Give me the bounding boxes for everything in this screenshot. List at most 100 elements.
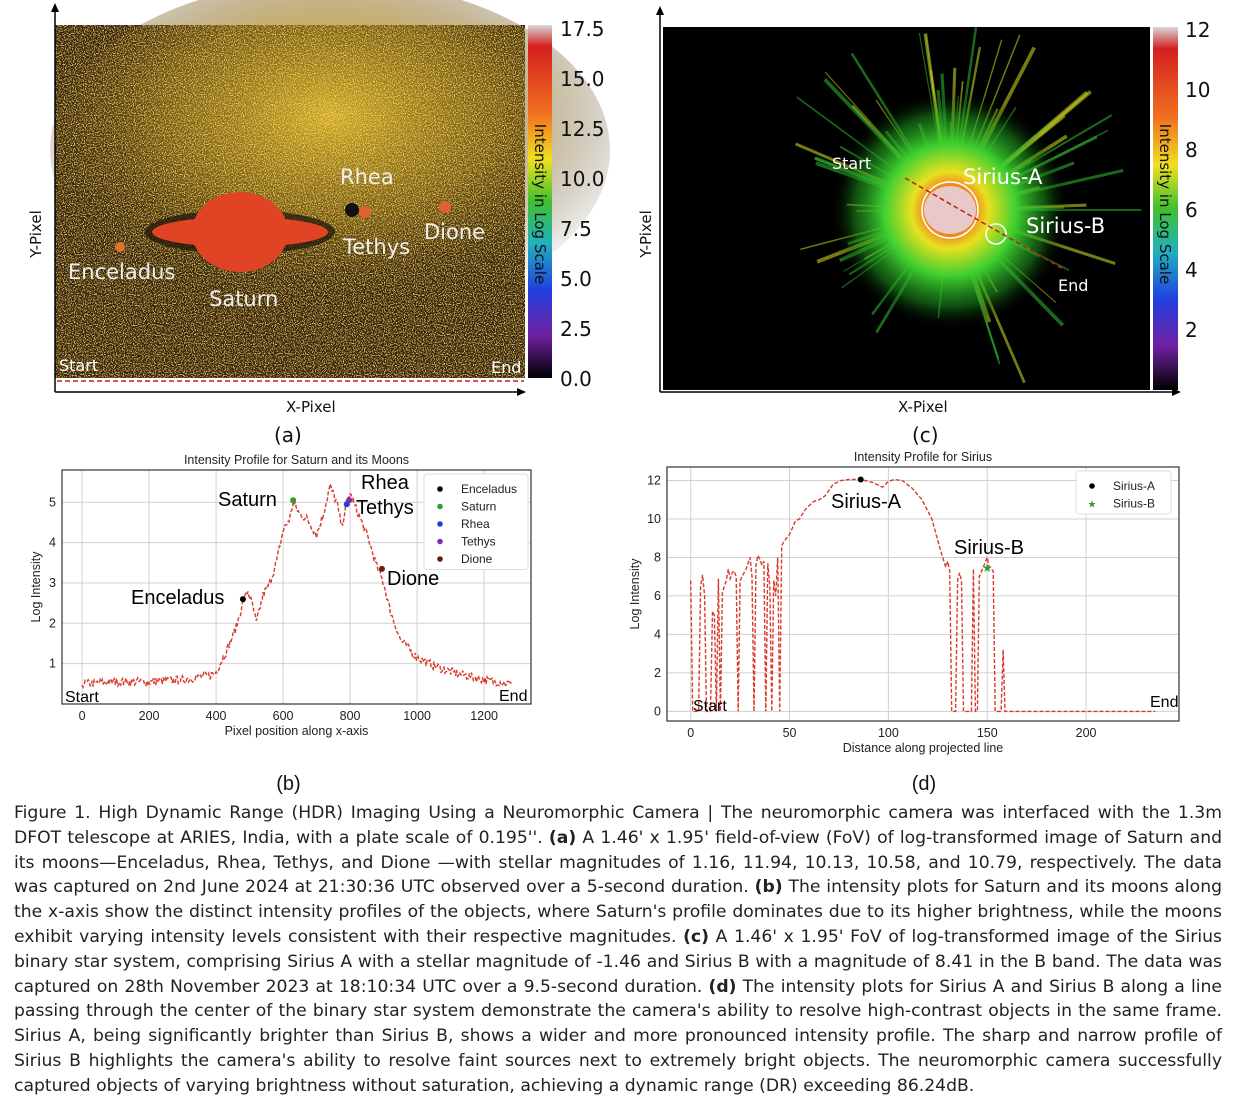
legend-label: Saturn — [461, 500, 496, 514]
label-end: End — [491, 358, 522, 377]
legend-label: Sirius-A — [1113, 479, 1155, 493]
annotation-dione: Dione — [387, 568, 439, 590]
legend-label: Tethys — [461, 535, 496, 549]
panel-c-image — [656, 6, 1181, 396]
legend-label: Enceladus — [461, 482, 517, 496]
chart-title: Intensity Profile for Saturn and its Moo… — [184, 453, 409, 467]
legend-marker — [437, 556, 443, 562]
plot-frame — [666, 466, 1180, 722]
marker-tethys — [346, 497, 353, 504]
x-tick-label: 200 — [139, 709, 160, 723]
x-tick-label: 400 — [206, 709, 227, 723]
x-tick-label: 0 — [687, 726, 694, 740]
annotation-end: End — [1150, 694, 1178, 711]
annotation-enceladus: Enceladus — [131, 587, 224, 609]
x-tick-label: 150 — [977, 726, 998, 740]
legend-marker — [437, 503, 443, 510]
colorbar-tick: 2 — [1185, 318, 1198, 342]
marker-sirius-a — [857, 476, 864, 483]
x-tick-label: 0 — [79, 709, 86, 723]
caption-text: Figure 1. High Dynamic Range (HDR) Imagi… — [14, 803, 1222, 848]
y-tick-label: 5 — [49, 495, 56, 509]
x-tick-label: 1200 — [470, 709, 498, 723]
y-tick-label: 6 — [654, 589, 661, 603]
caption-text: A 1.46' x 1.95' FoV of log-transformed i… — [14, 926, 1222, 997]
x-tick-label: 800 — [340, 709, 361, 723]
legend-label: Rhea — [461, 517, 490, 531]
saturn-rings — [152, 217, 328, 247]
annotation-tethys: Tethys — [356, 497, 414, 519]
annotation-start: Start — [693, 698, 727, 715]
caption-panel-ref: (c) — [683, 926, 709, 947]
caption-text: A 1.46' x 1.95' field-of-view (FoV) of l… — [14, 827, 1222, 898]
panel-letter: (b) — [276, 773, 300, 795]
y-tick-label: 10 — [647, 512, 661, 526]
x-tick-label: 1000 — [403, 709, 431, 723]
label-sirius-b: Sirius-B — [1026, 214, 1106, 238]
x-tick-label: 600 — [273, 709, 294, 723]
caption-text: The intensity plots for Sirius A and Sir… — [14, 976, 1222, 1096]
chart-title: Intensity Profile for Sirius — [854, 450, 992, 464]
label-end: End — [1058, 276, 1089, 295]
x-axis-label: X-Pixel — [286, 398, 336, 416]
figure-caption: Figure 1. High Dynamic Range (HDR) Imagi… — [14, 801, 1222, 1099]
label-saturn: Saturn — [209, 287, 279, 311]
marker-saturn — [290, 497, 297, 504]
colorbar-tick: 5.0 — [560, 267, 592, 291]
label-tethys: Tethys — [343, 235, 411, 259]
legend-marker — [437, 521, 443, 527]
profile-line — [81, 481, 512, 690]
label-dione: Dione — [424, 220, 486, 244]
caption-text: The intensity plots for Saturn and its m… — [14, 877, 1222, 947]
colorbar-tick: 2.5 — [560, 317, 592, 341]
panel-letter-a: (a) — [274, 423, 302, 447]
marker-enceladus — [239, 596, 246, 603]
legend-label: Dione — [461, 552, 493, 566]
y-tick-label: 4 — [654, 627, 661, 641]
label-start: Start — [832, 154, 872, 173]
x-axis-label: X-Pixel — [898, 398, 948, 416]
legend-label: Sirius-B — [1113, 497, 1155, 511]
y-tick-label: 1 — [49, 657, 56, 671]
marker-sirius-b: ★ — [982, 561, 993, 575]
annotation-end: End — [499, 688, 527, 705]
label-start: Start — [59, 356, 99, 375]
y-tick-label: 3 — [49, 576, 56, 590]
profile-line — [690, 478, 1156, 713]
caption-panel-ref: (a) — [548, 827, 577, 848]
label-sirius-a: Sirius-A — [963, 165, 1043, 189]
x-axis-label: Distance along projected line — [843, 741, 1004, 755]
x-tick-label: 200 — [1076, 726, 1097, 740]
colorbar-tick: 6 — [1185, 198, 1198, 222]
colorbar-tick: 12 — [1185, 18, 1211, 42]
colorbar — [528, 25, 552, 378]
colorbar-tick: 8 — [1185, 138, 1198, 162]
colorbar-tick: 4 — [1185, 258, 1198, 282]
y-axis-label: Y-Pixel — [636, 210, 655, 258]
colorbar-tick: 7.5 — [560, 217, 592, 241]
annotation-sirius-b: Sirius-B — [954, 537, 1024, 559]
caption-panel-ref: (d) — [708, 976, 737, 997]
colorbar-tick: 17.5 — [560, 17, 605, 41]
sirius-a-circle — [921, 181, 979, 239]
colorbar-tick: 0.0 — [560, 367, 592, 391]
colorbar — [1153, 27, 1178, 390]
y-tick-label: 4 — [49, 536, 56, 550]
colorbar-tick: 15.0 — [560, 67, 605, 91]
x-tick-label: 50 — [783, 726, 797, 740]
annotation-saturn: Saturn — [218, 489, 277, 511]
x-tick-label: 100 — [878, 726, 899, 740]
panel-letter: (d) — [912, 773, 936, 795]
y-tick-label: 0 — [654, 704, 661, 718]
legend-marker — [437, 486, 443, 492]
colorbar-tick: 10 — [1185, 78, 1211, 102]
y-axis-label: Y-Pixel — [26, 210, 45, 258]
annotation-rhea: Rhea — [361, 472, 410, 494]
marker-dione — [378, 565, 385, 572]
label-enceladus: Enceladus — [68, 260, 176, 284]
colorbar-tick: 10.0 — [560, 167, 605, 191]
y-axis-label: Log Intensity — [628, 558, 642, 630]
plot-frame — [61, 469, 532, 705]
caption-panel-ref: (b) — [754, 877, 783, 898]
